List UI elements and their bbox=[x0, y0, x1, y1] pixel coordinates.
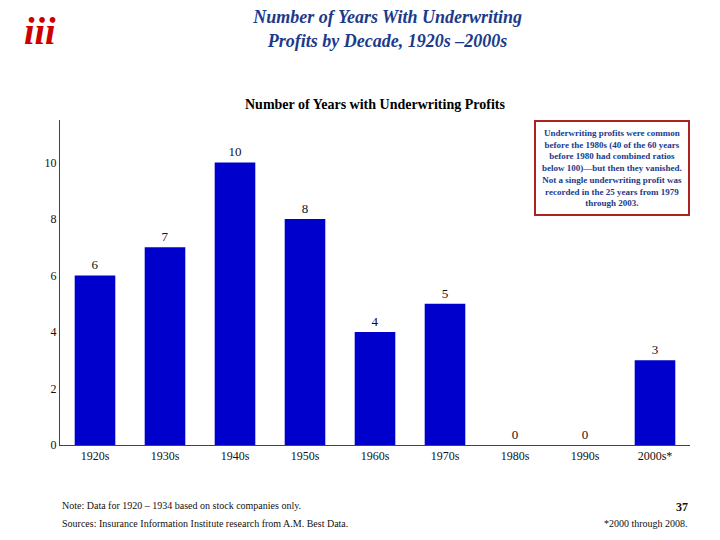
svg-text:Note: Data for 1920 – 1934 bas: Note: Data for 1920 – 1934 based on stoc… bbox=[62, 500, 301, 511]
svg-text:8: 8 bbox=[51, 212, 57, 226]
svg-text:4: 4 bbox=[51, 325, 57, 339]
svg-text:0: 0 bbox=[582, 427, 589, 442]
svg-text:1970s: 1970s bbox=[431, 449, 460, 463]
svg-text:1930s: 1930s bbox=[151, 449, 180, 463]
svg-text:2: 2 bbox=[51, 382, 57, 396]
svg-text:1990s: 1990s bbox=[571, 449, 600, 463]
svg-text:10: 10 bbox=[45, 156, 57, 170]
svg-text:Number of Years With Underwrit: Number of Years With UnderwritingProfits… bbox=[252, 7, 522, 50]
svg-text:Underwriting profits were comm: Underwriting profits were commonbefore t… bbox=[542, 128, 682, 208]
svg-text:1950s: 1950s bbox=[291, 449, 320, 463]
svg-text:6: 6 bbox=[92, 257, 99, 272]
svg-text:3: 3 bbox=[652, 342, 659, 357]
svg-text:6: 6 bbox=[51, 269, 57, 283]
svg-text:10: 10 bbox=[229, 144, 242, 159]
svg-text:1980s: 1980s bbox=[501, 449, 530, 463]
svg-text:*2000 through 2008.: *2000 through 2008. bbox=[604, 518, 688, 529]
svg-text:7: 7 bbox=[162, 229, 169, 244]
svg-text:1940s: 1940s bbox=[221, 449, 250, 463]
svg-text:0: 0 bbox=[512, 427, 519, 442]
svg-text:8: 8 bbox=[302, 201, 309, 216]
svg-text:0: 0 bbox=[51, 438, 57, 452]
svg-text:Sources: Insurance Information: Sources: Insurance Information Institute… bbox=[62, 518, 348, 529]
svg-text:37: 37 bbox=[676, 500, 688, 514]
svg-text:1920s: 1920s bbox=[81, 449, 110, 463]
svg-text:4: 4 bbox=[372, 314, 379, 329]
svg-text:1960s: 1960s bbox=[361, 449, 390, 463]
svg-text:Number of Years with Underwrit: Number of Years with Underwriting Profit… bbox=[245, 97, 505, 112]
svg-text:2000s*: 2000s* bbox=[638, 449, 673, 463]
svg-text:iii: iii bbox=[24, 10, 56, 52]
svg-text:5: 5 bbox=[442, 286, 449, 301]
